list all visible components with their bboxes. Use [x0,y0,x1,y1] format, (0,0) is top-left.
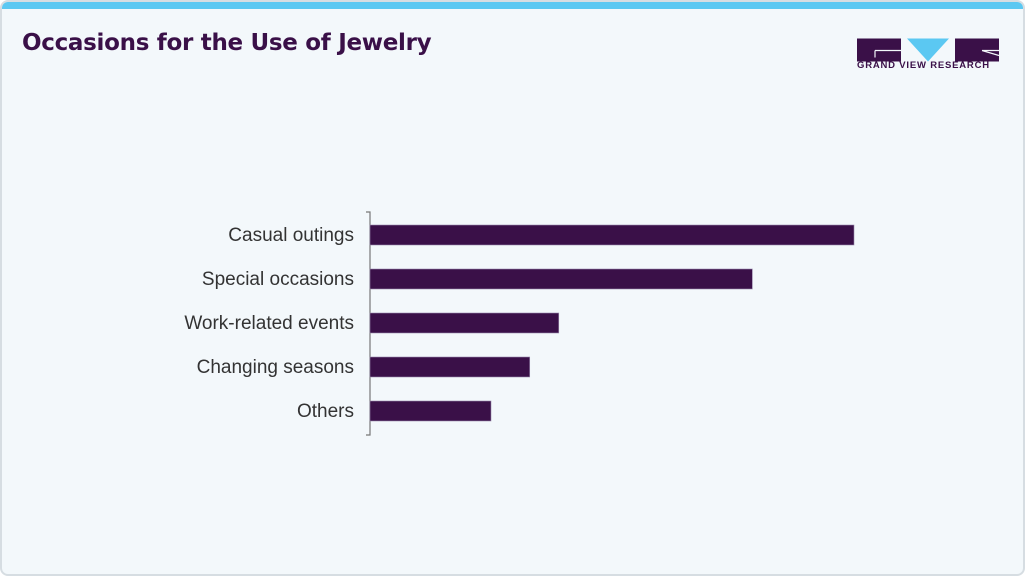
bar-special-occasions [369,268,753,290]
bar-others [369,400,492,422]
logo-v-triangle [907,38,949,62]
category-label: Others [297,401,354,422]
page-title: Occasions for the Use of Jewelry [22,30,432,56]
y-axis-line [366,211,371,436]
category-label: Special occasions [202,269,354,290]
category-label: Work-related events [184,313,354,334]
grand-view-research-logo [857,38,999,62]
bar-work-related-events [369,312,560,334]
logo-text: GRAND VIEW RESEARCH [857,60,990,71]
bar-casual-outings [369,224,855,246]
category-label: Casual outings [228,225,354,246]
category-label: Changing seasons [197,357,354,378]
top-accent-bar [2,2,1023,9]
bar-changing-seasons [369,356,531,378]
logo-r-block [955,38,999,62]
